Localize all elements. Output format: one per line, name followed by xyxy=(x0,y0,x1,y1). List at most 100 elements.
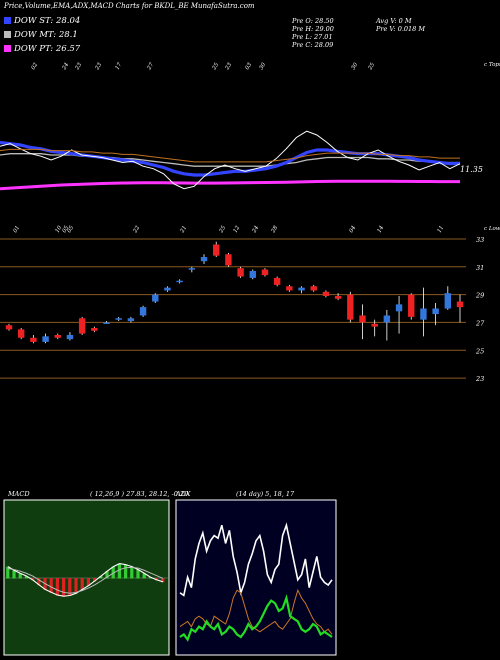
ema-date-label: 27 xyxy=(146,62,155,72)
ema-date-label: 17 xyxy=(115,62,124,71)
macd-histogram-bar xyxy=(130,566,134,579)
legend-label-st: DOW ST: 28.04 xyxy=(14,16,81,26)
macd-histogram-bar xyxy=(117,563,121,579)
ema-series-mid-shadow xyxy=(0,148,460,163)
legend-swatch-pt xyxy=(4,45,11,52)
adx-panel: ADX (14 day) 5, 18, 17 xyxy=(175,490,337,656)
ema-date-label: 25 xyxy=(367,62,376,72)
candle-body xyxy=(127,318,135,322)
price-tick-label: 27 xyxy=(475,319,485,327)
price-tick-label: 25 xyxy=(475,347,484,355)
macd-histogram-bar xyxy=(136,569,140,579)
candle-body xyxy=(347,294,354,320)
candle-body xyxy=(286,286,293,291)
candle-body xyxy=(115,318,122,320)
macd-histogram-bar xyxy=(161,578,165,583)
price-date-label: 05 xyxy=(62,225,71,234)
candle-body xyxy=(310,286,317,291)
macd-histogram-bar xyxy=(93,578,97,582)
candle-body xyxy=(225,254,232,266)
macd-title: MACD xyxy=(7,490,30,498)
candle-body xyxy=(359,315,366,323)
pre-low: Pre L: 27.01 xyxy=(292,33,333,41)
price-date-label: 10 xyxy=(55,225,64,234)
candle-body xyxy=(42,336,49,342)
ema-date-label: 23 xyxy=(224,62,233,72)
price-date-label: 22 xyxy=(132,225,141,235)
macd-histogram-bar xyxy=(105,571,109,579)
macd-histogram-bar xyxy=(99,576,103,579)
macd-histogram-bar xyxy=(86,578,90,587)
price-date-label: 04 xyxy=(349,225,358,234)
price-tick-label: 23 xyxy=(475,375,484,383)
ema-panel: c Tops 02 24 23 23 17 27 25 23 03 30 30 25 11.35 xyxy=(0,62,500,191)
pre-close: Pre C: 28.09 xyxy=(292,41,334,49)
candle-body xyxy=(188,268,196,270)
macd-histogram-bar xyxy=(12,570,16,579)
price-tick-label: 33 xyxy=(476,236,484,244)
candle-body xyxy=(420,308,427,320)
macd-frame xyxy=(3,499,170,656)
candle-body xyxy=(371,323,378,327)
candle-body xyxy=(213,244,220,256)
candle-body xyxy=(17,329,25,338)
macd-line xyxy=(7,563,164,597)
macd-params: ( 12,26,9 ) 27.83, 28.12, -0.29 xyxy=(90,490,188,498)
price-date-label: 05 xyxy=(67,225,76,234)
ema-date-label: 23 xyxy=(74,62,83,72)
candle-body xyxy=(408,294,415,317)
legend-dow-pt: DOW PT: 26.57 xyxy=(4,44,80,54)
pre-high: Pre H: 29.00 xyxy=(292,25,334,33)
macd-panel: MACD ( 12,26,9 ) 27.83, 28.12, -0.29 xyxy=(3,490,188,656)
ema-series-close xyxy=(0,130,461,190)
ema-bottom-label: 11.35 xyxy=(460,165,483,174)
macd-histogram-bar xyxy=(68,578,72,596)
pre-open: Pre O: 28.50 xyxy=(292,17,334,25)
macd-histogram-bar xyxy=(80,578,84,590)
candle-body xyxy=(322,291,330,296)
candle-body xyxy=(103,322,110,324)
ema-date-label: 25 xyxy=(211,62,220,72)
chart-title: Price,Volume,EMA,ADX,MACD Charts for BKD… xyxy=(4,2,255,10)
legend-label-mt: DOW MT: 28.1 xyxy=(14,30,78,40)
candle-body xyxy=(273,277,281,285)
macd-histogram-bar xyxy=(37,578,41,586)
adx-params: (14 day) 5, 18, 17 xyxy=(236,490,295,498)
candle-body xyxy=(164,287,171,291)
price-tick-label: 29 xyxy=(475,292,484,300)
adx-title: ADX xyxy=(175,490,191,498)
candle-body xyxy=(261,269,269,276)
candle-body xyxy=(91,328,98,331)
price-date-label: 28 xyxy=(270,225,279,235)
pre-volume: Pre V: 0.018 M xyxy=(376,25,426,33)
candle-body xyxy=(298,287,305,291)
price-date-label: 25 xyxy=(218,225,227,235)
candle-body xyxy=(334,296,342,299)
macd-histogram-bar xyxy=(6,566,10,579)
candle-body xyxy=(456,301,464,308)
macd-histogram-bar xyxy=(55,578,59,596)
macd-histogram-bar xyxy=(24,576,28,579)
legend-dow-st: DOW ST: 28.04 xyxy=(4,16,80,26)
candle-body xyxy=(444,293,452,309)
price-date-label: 01 xyxy=(13,225,22,234)
candle-body xyxy=(30,337,37,342)
ema-date-label: 23 xyxy=(94,62,103,72)
adx-plus-di-line xyxy=(179,594,333,642)
ema-series-dow-pt xyxy=(0,179,460,191)
ema-top-label: c Tops xyxy=(484,62,500,68)
candle-body xyxy=(139,307,147,316)
candle-body xyxy=(249,270,256,278)
candle-body xyxy=(54,334,61,338)
candle-body xyxy=(383,315,391,323)
ema-date-label: 02 xyxy=(31,62,40,71)
price-tick-label: 31 xyxy=(476,264,484,272)
macd-histogram-bar xyxy=(62,578,66,597)
candle-body xyxy=(66,334,74,340)
legend-dow-mt: DOW MT: 28.1 xyxy=(4,30,78,40)
avg-volume: Avg V: 0 M xyxy=(376,17,412,25)
price-date-label: 21 xyxy=(179,225,188,235)
candle-body xyxy=(78,318,86,334)
